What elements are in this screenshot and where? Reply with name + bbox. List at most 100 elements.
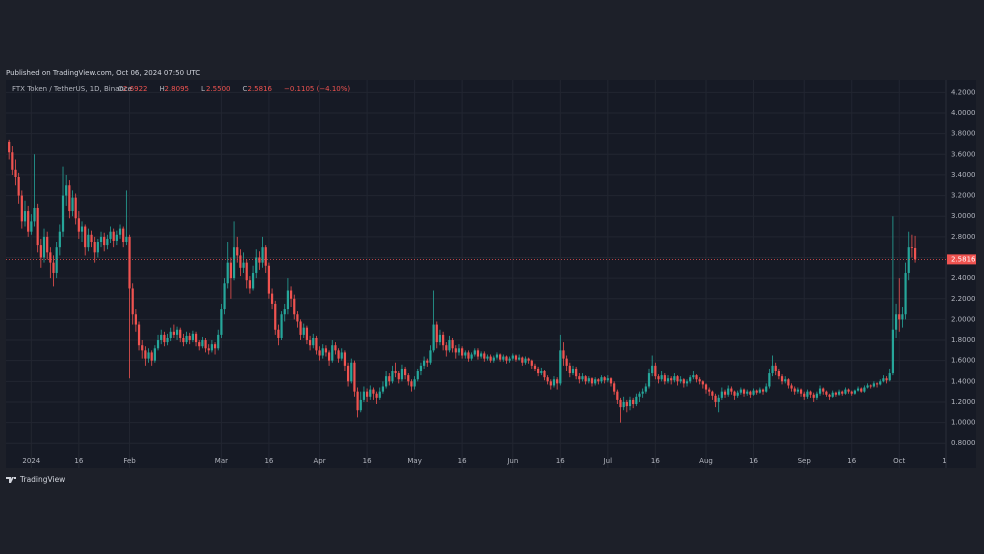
candle-body xyxy=(524,358,527,363)
candle-body xyxy=(432,324,435,351)
candle-body xyxy=(784,379,787,382)
candle-body xyxy=(803,393,806,397)
candle-body xyxy=(270,293,274,304)
candle-body xyxy=(739,389,742,393)
candle-body xyxy=(597,379,600,382)
candle-body xyxy=(486,356,489,359)
candle-body xyxy=(860,388,863,392)
candle-body xyxy=(511,355,514,359)
x-tick-label: 16 xyxy=(458,457,467,465)
candle-body xyxy=(638,393,641,397)
candle-body xyxy=(647,373,651,387)
candle-body xyxy=(188,335,191,341)
candle-body xyxy=(350,362,353,382)
candle-body xyxy=(340,352,343,359)
candle-body xyxy=(179,329,182,338)
candle-body xyxy=(299,321,302,335)
candle-body xyxy=(400,368,404,380)
candle-body xyxy=(666,378,670,382)
candle-body xyxy=(796,389,799,392)
candle-body xyxy=(749,391,752,395)
candle-body xyxy=(239,255,242,268)
candle-body xyxy=(568,365,571,374)
candle-body xyxy=(229,262,233,279)
candle-body xyxy=(521,357,524,363)
candle-body xyxy=(369,389,372,397)
candle-body xyxy=(318,350,321,356)
candle-body xyxy=(308,340,312,346)
candle-body xyxy=(761,389,765,392)
candle-body xyxy=(635,396,638,405)
y-tick-label: 3.0000 xyxy=(951,212,976,220)
candle-body xyxy=(381,386,385,392)
candle-body xyxy=(670,378,673,381)
candle-body xyxy=(559,350,562,384)
candle-body xyxy=(875,383,879,385)
candle-body xyxy=(742,389,746,394)
candle-body xyxy=(65,185,68,196)
candle-body xyxy=(625,401,628,407)
ohlc-letter: C xyxy=(243,85,248,93)
candle-body xyxy=(663,375,666,382)
candle-body xyxy=(388,376,391,382)
candle-body xyxy=(774,365,777,371)
x-tick-label: Oct xyxy=(893,457,905,465)
candle-body xyxy=(410,381,413,387)
candle-body xyxy=(74,197,77,219)
candle-body xyxy=(315,337,318,351)
candle-body xyxy=(594,379,597,384)
candle-body xyxy=(765,386,768,392)
candle-body xyxy=(419,365,423,371)
x-tick-label: Aug xyxy=(699,457,713,465)
candle-body xyxy=(334,345,337,351)
candle-body xyxy=(904,272,907,315)
candle-body xyxy=(711,391,714,396)
candle-body xyxy=(375,393,378,398)
y-tick-label: 2.2000 xyxy=(951,295,976,303)
candle-body xyxy=(720,391,723,398)
candle-body xyxy=(8,141,11,153)
candle-body xyxy=(286,290,290,310)
candle-body xyxy=(736,392,739,396)
candle-body xyxy=(58,231,61,248)
published-note: Published on TradingView.com, Oct 06, 20… xyxy=(6,69,200,77)
change-label: −0.1105 (−4.10%) xyxy=(284,85,350,93)
candle-body xyxy=(467,352,470,359)
candle-body xyxy=(346,365,350,382)
candle-body xyxy=(337,350,340,359)
candle-body xyxy=(476,350,480,357)
y-tick-label: 2.0000 xyxy=(951,315,976,323)
candle-body xyxy=(153,348,156,361)
candle-body xyxy=(518,357,521,360)
candle-body xyxy=(679,379,682,382)
candle-body xyxy=(397,373,400,380)
x-tick-label: 16 xyxy=(363,457,372,465)
candle-body xyxy=(255,257,258,273)
candle-body xyxy=(160,334,163,341)
candle-body xyxy=(616,391,619,400)
candle-body xyxy=(844,389,847,394)
candle-body xyxy=(137,324,141,346)
candle-body xyxy=(394,371,397,374)
candle-body xyxy=(502,356,505,360)
candle-body xyxy=(828,394,831,397)
candle-body xyxy=(115,234,118,241)
candle-body xyxy=(372,389,375,394)
y-tick-label: 4.2000 xyxy=(951,88,976,96)
candle-body xyxy=(533,365,537,369)
candle-body xyxy=(118,228,122,235)
candle-body xyxy=(793,388,796,392)
candle-body xyxy=(204,340,207,349)
candle-body xyxy=(853,390,857,394)
candle-body xyxy=(499,354,502,360)
candle-body xyxy=(575,368,578,377)
candle-body xyxy=(894,314,898,330)
candle-body xyxy=(723,391,727,395)
candle-body xyxy=(52,262,55,273)
candle-body xyxy=(296,314,299,322)
candle-body xyxy=(727,388,730,395)
candle-body xyxy=(131,288,134,315)
candle-body xyxy=(112,231,115,241)
candle-body xyxy=(277,329,280,338)
